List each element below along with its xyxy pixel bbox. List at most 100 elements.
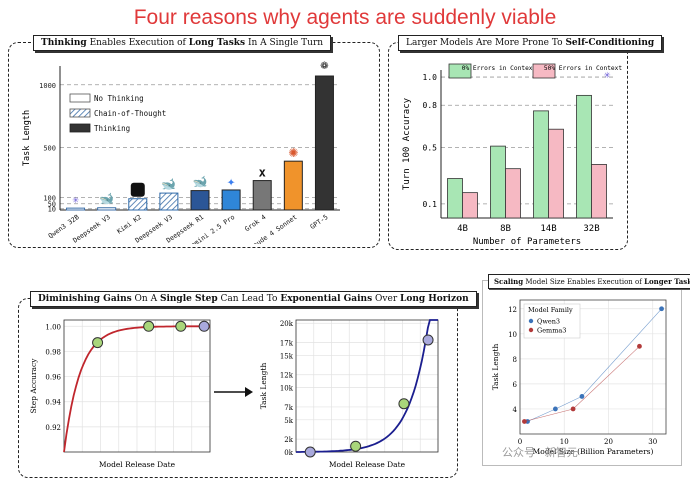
y-tick-label: 0.98 <box>45 348 61 356</box>
y-tick-label: 7k <box>284 404 293 412</box>
legend-swatch <box>69 108 91 118</box>
self-conditioning-bar-chart: 0.1 0.5 0.8 1.0 Turn 100 Accuracy Number of P… <box>402 63 623 247</box>
legend-marker <box>528 327 534 333</box>
task-length-bar <box>97 207 117 211</box>
legend-label: 0% Errors in Context <box>462 65 537 72</box>
task-length-bar <box>159 192 179 211</box>
kimi-logo-icon <box>130 182 145 197</box>
task-length-curve <box>296 319 438 453</box>
y-tick-label: 8 <box>513 356 517 364</box>
data-point <box>659 306 664 312</box>
accuracy-bar <box>490 145 506 219</box>
model-point <box>350 440 362 452</box>
y-tick-label: 10k <box>280 385 294 393</box>
panel-scaling <box>482 280 682 466</box>
data-point <box>570 406 576 412</box>
deepseek-logo-icon: 🐋 <box>193 175 208 189</box>
task-length-bar <box>283 160 303 211</box>
accuracy-bar <box>576 94 592 219</box>
y-tick-label: 0.5 <box>423 144 438 153</box>
task-length-bar <box>252 180 272 211</box>
panel-thinking-title: Thinking Enables Execution of Long Tasks… <box>33 35 332 51</box>
legend-label: 50% Errors in Context <box>544 65 623 72</box>
y-tick-label: 50 <box>48 201 56 209</box>
model-point <box>304 446 316 458</box>
y-tick-label: 0k <box>284 449 293 457</box>
data-point <box>522 419 527 424</box>
y-tick-label: 0.92 <box>45 424 61 432</box>
task-length-bar <box>314 75 334 211</box>
y-tick-label: 10 <box>48 206 56 214</box>
y-tick-label: 12 <box>508 306 517 314</box>
claude-logo-icon: ✺ <box>289 142 299 161</box>
y-tick-label: 100 <box>43 194 56 202</box>
y-tick-label: 1000 <box>39 82 56 90</box>
y-tick-label: 12k <box>280 372 294 380</box>
y-axis-label: Task Length <box>22 110 32 166</box>
y-tick-label: 0.8 <box>423 101 438 110</box>
x-tick-label: 4B <box>457 224 468 234</box>
accuracy-bar <box>591 164 607 219</box>
x-tick-label: Kimi K2 <box>116 213 143 236</box>
legend-label: Chain-of-Thought <box>94 109 166 118</box>
x-tick-label: 14B <box>540 224 556 234</box>
accuracy-bar <box>548 128 564 219</box>
legend-swatch <box>532 63 556 79</box>
x-tick-label: 0 <box>518 438 522 446</box>
x-tick-label: 30 <box>648 438 657 446</box>
data-point <box>579 394 585 399</box>
qwen-logo-icon: ✳ <box>604 68 611 81</box>
y-axis-label: Task Length <box>259 363 268 410</box>
y-axis-label: Step Accuracy <box>29 358 38 414</box>
gemini-logo-icon: ✦ <box>227 174 236 190</box>
y-tick-label: 10 <box>508 331 517 339</box>
x-tick-label: Grok 4 <box>243 213 267 233</box>
series-line <box>527 308 662 422</box>
y-tick-label: 0.94 <box>45 399 61 407</box>
x-tick-label: 20 <box>604 438 613 446</box>
y-axis-label: Task Length <box>491 344 500 391</box>
y-tick-label: 15k <box>280 352 294 360</box>
legend-swatch <box>69 123 91 133</box>
model-point <box>398 398 410 410</box>
y-tick-label: 6 <box>513 381 518 389</box>
footer-watermark: 公众号 · 新智元 <box>502 447 578 459</box>
panel-horizon-title: Diminishing Gains On A Single Step Can L… <box>30 291 477 307</box>
x-axis-label: Model Size (Billion Parameters) <box>533 447 654 456</box>
y-tick-label: 20k <box>280 320 294 328</box>
y-tick-label: 4 <box>513 406 518 414</box>
legend-marker <box>528 318 534 324</box>
x-tick-label: 32B <box>583 224 599 234</box>
openai-logo-icon: ❁ <box>321 58 329 73</box>
model-point <box>143 320 155 332</box>
legend-label: Thinking <box>94 124 130 133</box>
y-axis-label: Turn 100 Accuracy <box>402 97 412 190</box>
panel-self-conditioning-title: Larger Models Are More Prone To Self-Con… <box>398 35 663 51</box>
legend-swatch <box>448 63 472 79</box>
headline: Four reasons why agents are suddenly via… <box>133 6 557 29</box>
data-point <box>552 406 558 412</box>
task-length-bar <box>128 198 148 211</box>
qwen-logo-icon: ✳ <box>72 193 79 206</box>
accuracy-bar <box>447 178 463 219</box>
y-tick-label: 2k <box>284 436 293 444</box>
plot-frame <box>295 319 439 453</box>
x-axis-label: Model Release Date <box>329 460 406 469</box>
y-tick-label: 5k <box>284 417 293 425</box>
deepseek-logo-icon: 🐋 <box>161 177 176 191</box>
y-tick-label: 17k <box>280 340 294 348</box>
model-point <box>175 320 187 332</box>
x-tick-label: 8B <box>500 224 511 234</box>
legend-swatch <box>69 93 91 103</box>
step-accuracy-chart: 0.92 0.94 0.96 0.98 1.00 Step Accuracy Model R… <box>29 319 211 469</box>
x-axis-label: Model Release Date <box>99 460 176 469</box>
accuracy-bar <box>462 192 478 219</box>
legend-label: No Thinking <box>94 94 144 103</box>
task-length-bar <box>190 190 210 211</box>
task-length-bar <box>221 189 241 211</box>
scaling-scatter-chart: 0 10 20 30 4 6 8 10 12 Task Length Model Size (Bil… <box>491 299 667 456</box>
x-axis-label: Number of Parameters <box>473 237 581 247</box>
plot-frame <box>519 299 667 435</box>
data-point <box>637 343 642 349</box>
